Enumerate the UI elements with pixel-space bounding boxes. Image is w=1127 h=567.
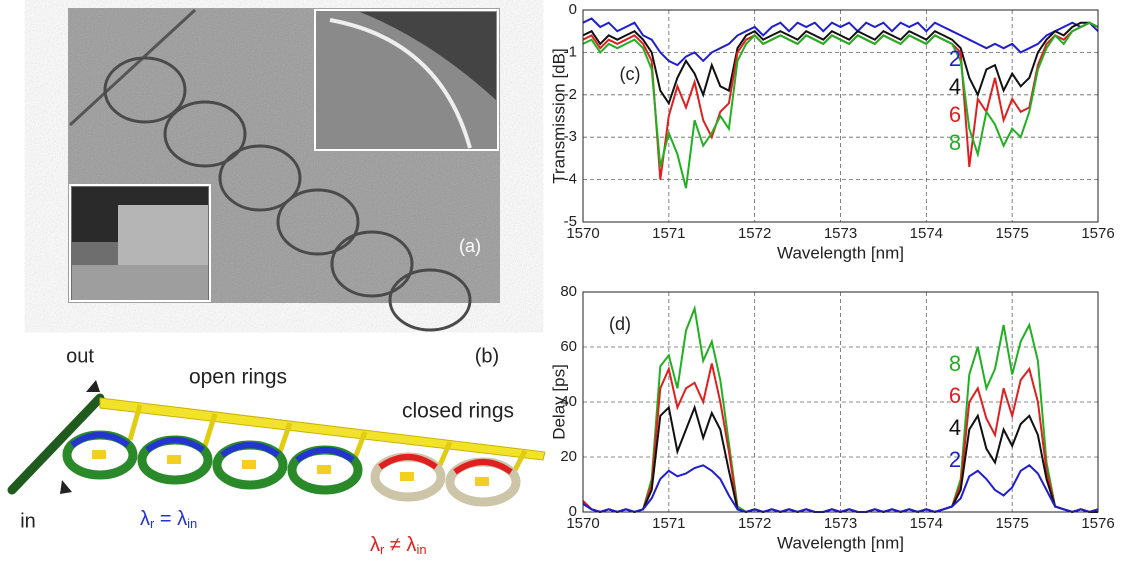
panel-label: (b) [475,345,499,367]
panel-label: (a) [459,236,481,256]
legend-label: 2 [949,46,961,71]
x-tick-label: 1575 [995,515,1028,532]
condition-label: λr = λin [140,508,197,531]
group-label: open rings [189,366,287,389]
y-tick-label: 0 [569,1,577,18]
legend-label: 6 [949,383,961,408]
x-tick-label: 1570 [566,515,599,532]
y-tick-label: 20 [560,448,577,465]
ring-diagram: out in (b) open rings closed rings λr = … [12,345,545,557]
legend-label: 4 [949,74,961,99]
port-label: out [66,345,94,367]
condition-label: λr ≠ λin [370,534,427,557]
x-axis-title: Wavelength [nm] [777,243,904,262]
group-label: closed rings [402,400,514,423]
port-label: in [20,510,36,532]
figure: (a) out in (b) [0,0,1127,567]
x-tick-label: 1573 [824,515,857,532]
legend-label: 6 [949,102,961,127]
legend-label: 8 [949,351,961,376]
x-tick-label: 1572 [738,515,771,532]
y-axis-title: Delay [ps] [549,364,568,440]
x-tick-label: 1575 [995,225,1028,242]
legend-label: 2 [949,447,961,472]
y-tick-label: 60 [560,338,577,355]
y-axis-title: Transmission [dB] [549,48,568,183]
x-tick-label: 1573 [824,225,857,242]
x-tick-label: 1570 [566,225,599,242]
y-tick-label: 80 [560,283,577,300]
panel-label: (c) [620,64,641,84]
sem-image: (a) [68,8,500,330]
x-tick-label: 1571 [652,515,685,532]
x-axis-title: Wavelength [nm] [777,533,904,552]
x-tick-label: 1571 [652,225,685,242]
x-tick-label: 1574 [910,515,943,532]
panel-label: (d) [609,314,631,334]
data-line [583,23,1098,104]
legend-label: 8 [949,130,961,155]
x-tick-label: 1574 [910,225,943,242]
x-tick-label: 1576 [1081,515,1114,532]
legend-label: 4 [949,415,961,440]
x-tick-label: 1572 [738,225,771,242]
x-tick-label: 1576 [1081,225,1114,242]
